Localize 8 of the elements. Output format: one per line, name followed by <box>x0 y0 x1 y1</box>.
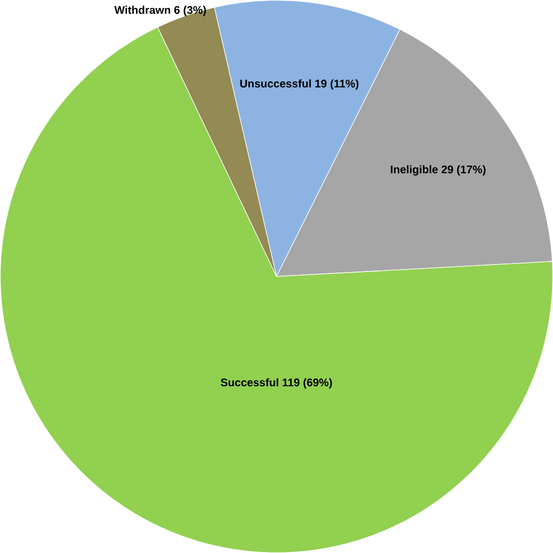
slice-label: Successful <box>220 378 278 386</box>
data-label: 119 (69%) <box>282 378 332 389</box>
slice-label: Ineligible <box>390 165 438 176</box>
data-label: 19 (11%) <box>315 79 358 90</box>
slice-label: Unsuccessful <box>240 79 311 88</box>
data-label: 6 (3%) <box>174 6 206 16</box>
slice-label: Withdrawn <box>114 6 170 14</box>
data-label: 29 (17%) <box>442 165 486 176</box>
